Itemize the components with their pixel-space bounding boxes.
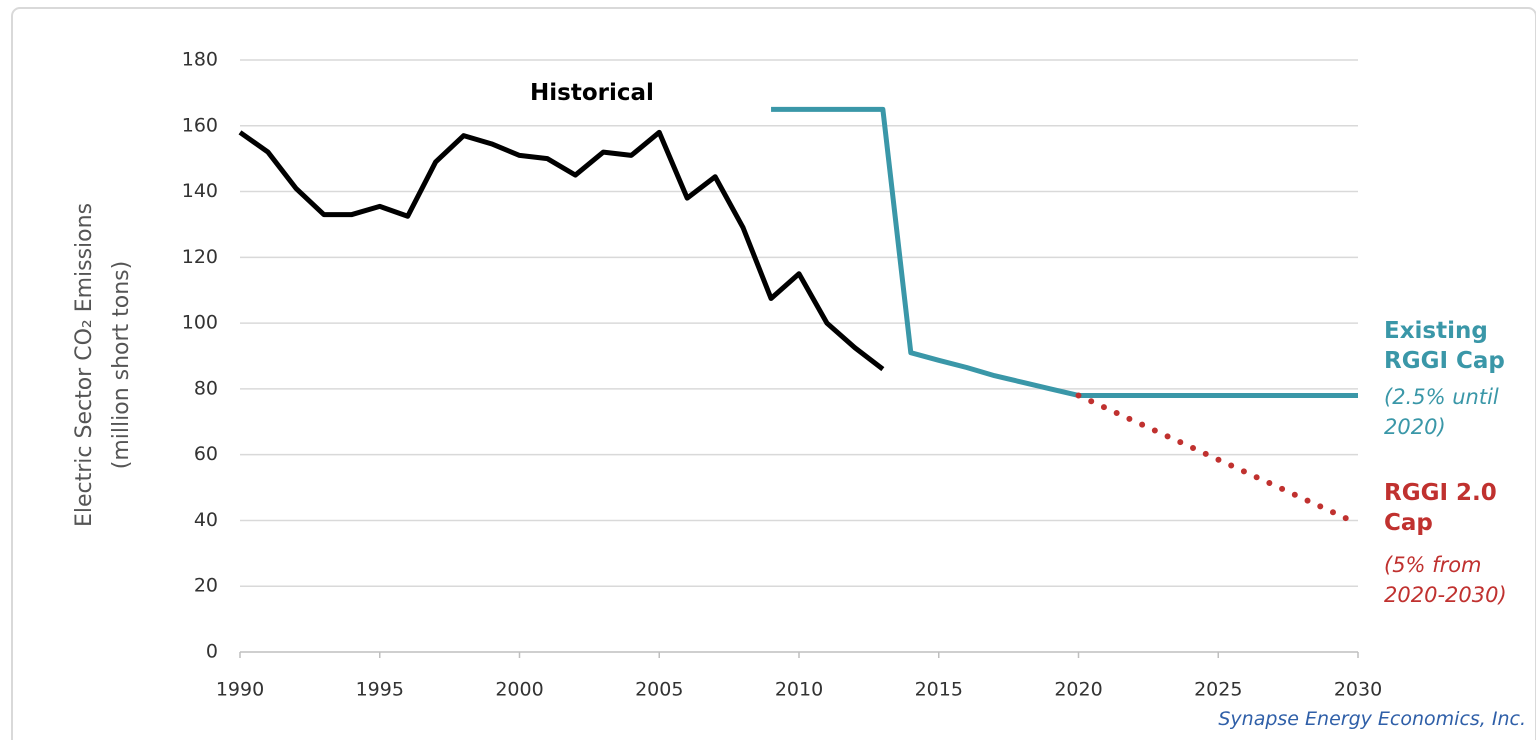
annotation: (5% from 2020-2030) xyxy=(1384,553,1507,607)
y-tick-label: 100 xyxy=(182,312,218,334)
x-tick-label: 2000 xyxy=(495,679,543,701)
grid xyxy=(239,59,1359,658)
x-tick-label: 2005 xyxy=(635,679,683,701)
frame xyxy=(11,7,1536,740)
source: Synapse Energy Economics, Inc. xyxy=(1218,708,1526,730)
x-tick-label: 2015 xyxy=(915,679,963,701)
y-tick-label: 80 xyxy=(194,377,218,399)
x-tick-label: 2020 xyxy=(1054,679,1102,701)
series-label: Historical xyxy=(530,80,654,106)
series-line xyxy=(771,106,1358,398)
x-tick-label: 2010 xyxy=(775,679,823,701)
y-tick-label: 0 xyxy=(206,641,218,663)
x-tick-label: 2025 xyxy=(1194,679,1242,701)
y-tick-label: 40 xyxy=(194,509,218,531)
annotation: (2.5% until 2020) xyxy=(1384,385,1499,439)
y-tick-label: 120 xyxy=(182,246,218,268)
x-tick-label: 2030 xyxy=(1334,679,1382,701)
series-label: Existing RGGI Cap xyxy=(1384,318,1505,374)
series-line xyxy=(1075,392,1361,527)
y-tick-label: 160 xyxy=(182,114,218,136)
y-tick-label: 140 xyxy=(182,180,218,202)
y-axis-label: Electric Sector CO₂ Emissions xyxy=(72,203,97,527)
x-tick-label: 1990 xyxy=(216,679,264,701)
y-tick-label: 20 xyxy=(194,575,218,597)
lines xyxy=(238,106,1361,527)
y-axis-label: (million short tons) xyxy=(109,261,134,469)
y-tick-label: 60 xyxy=(194,443,218,465)
x-tick-label: 1995 xyxy=(356,679,404,701)
y-tick-label: 180 xyxy=(182,49,218,71)
series-line xyxy=(238,129,885,372)
series-label: RGGI 2.0 Cap xyxy=(1384,480,1497,536)
